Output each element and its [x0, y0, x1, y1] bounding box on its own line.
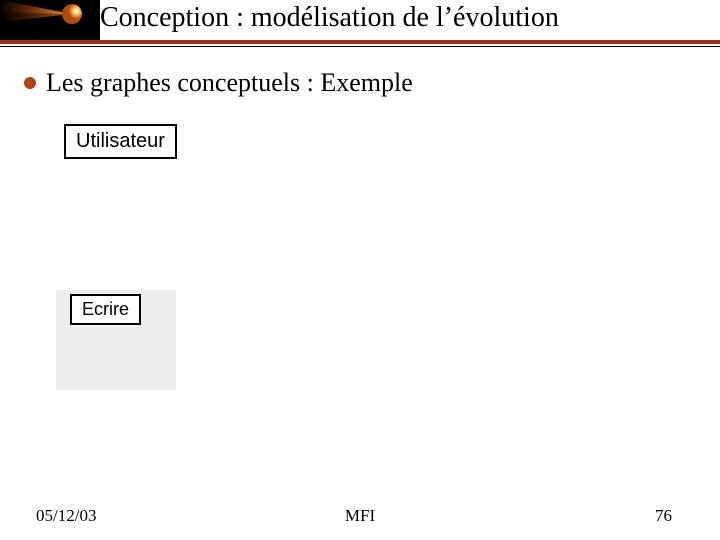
slide-header: Conception : modélisation de l’évolution — [0, 0, 720, 48]
footer-page-number: 76 — [655, 506, 672, 526]
concept-node-utilisateur: Utilisateur — [64, 124, 177, 159]
bullet-item: Les graphes conceptuels : Exemple — [24, 68, 413, 98]
footer-center: MFI — [345, 506, 375, 526]
title-rule-thin — [0, 46, 720, 47]
footer-date: 05/12/03 — [36, 506, 96, 526]
bullet-dot-icon — [24, 77, 36, 89]
concept-node-ecrire: Ecrire — [70, 294, 141, 325]
bullet-text: Les graphes conceptuels : Exemple — [46, 68, 413, 98]
title-rule-thick — [0, 40, 720, 44]
slide-title: Conception : modélisation de l’évolution — [100, 2, 559, 34]
comet-logo — [0, 0, 100, 40]
